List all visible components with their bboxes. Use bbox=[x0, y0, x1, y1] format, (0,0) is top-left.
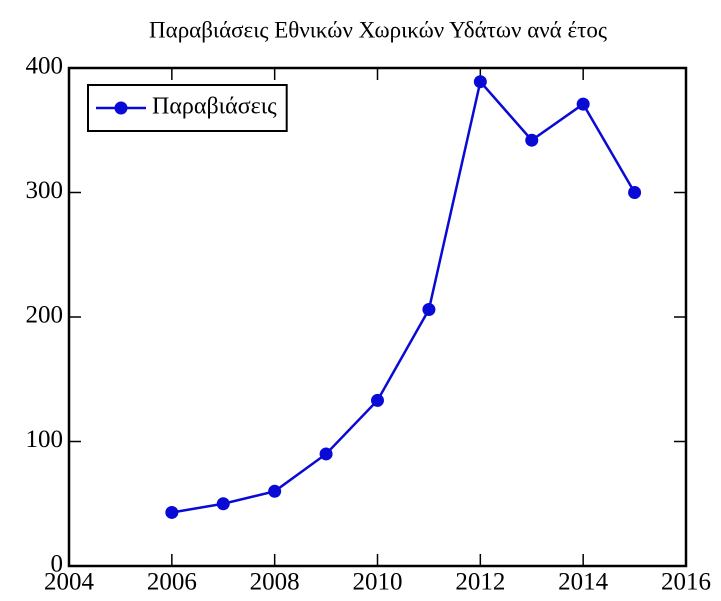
y-tick-label: 400 bbox=[26, 53, 64, 80]
y-tick-label: 300 bbox=[26, 177, 64, 204]
data-point bbox=[371, 393, 384, 407]
data-point bbox=[422, 303, 436, 317]
data-point bbox=[473, 75, 487, 89]
y-tick-label: 200 bbox=[26, 302, 64, 329]
data-point bbox=[165, 505, 179, 519]
chart-title: Παραβιάσεις Εθνικών Χωρικών Υδάτων ανά έ… bbox=[149, 17, 607, 42]
y-tick-label: 100 bbox=[26, 426, 64, 453]
x-tick-label: 2016 bbox=[661, 569, 711, 596]
x-tick-label: 2010 bbox=[353, 569, 403, 596]
data-point bbox=[628, 186, 642, 199]
x-tick-label: 2008 bbox=[250, 569, 300, 596]
data-point bbox=[268, 484, 282, 498]
y-tick-label: 0 bbox=[51, 551, 64, 578]
data-point bbox=[319, 447, 333, 461]
legend-marker bbox=[114, 101, 128, 115]
x-tick-label: 2004 bbox=[44, 569, 95, 596]
legend-label: Παραβιάσεις bbox=[152, 94, 277, 120]
data-point bbox=[525, 133, 539, 147]
x-tick-label: 2012 bbox=[455, 569, 505, 596]
data-point bbox=[576, 97, 590, 111]
plot-frame bbox=[67, 66, 688, 568]
data-point bbox=[216, 497, 230, 511]
x-tick-label: 2014 bbox=[558, 569, 609, 596]
x-tick-label: 2006 bbox=[147, 569, 197, 596]
data-line bbox=[171, 79, 636, 514]
